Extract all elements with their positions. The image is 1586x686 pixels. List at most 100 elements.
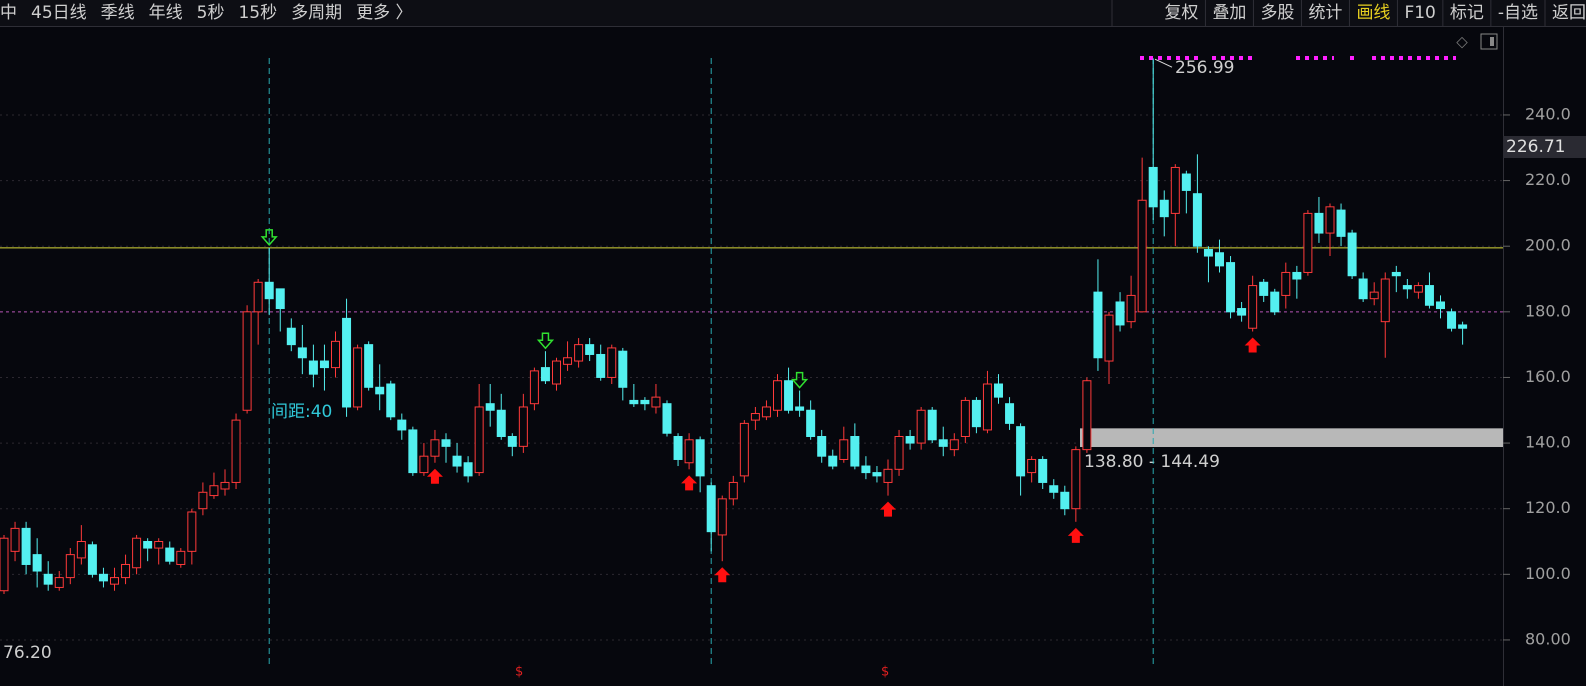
toolbar-button[interactable]: 标记: [1450, 3, 1484, 23]
candle-body: [717, 498, 727, 536]
candle-body: [1093, 291, 1103, 359]
candle-body: [971, 399, 981, 428]
toolbar-button[interactable]: F10: [1404, 3, 1435, 23]
high-marker: 256.99: [1175, 58, 1234, 78]
candle-body: [0, 537, 9, 592]
candle-body: [331, 340, 340, 369]
candle-body: [916, 409, 926, 444]
candle-body: [43, 573, 53, 585]
candle-body: [319, 360, 329, 369]
candle-body: [1038, 458, 1048, 483]
candle-body: [496, 409, 506, 438]
candle-body: [286, 327, 296, 346]
candle-body: [176, 550, 186, 565]
y-tick-label: 180.0: [1525, 301, 1571, 320]
candle-body: [1391, 271, 1401, 277]
toolbar-button[interactable]: 叠加: [1212, 3, 1246, 23]
candle-body: [121, 563, 131, 579]
candle-body: [253, 281, 263, 313]
candle-body: [883, 468, 893, 483]
toolbar-button[interactable]: 5秒: [197, 3, 225, 23]
candle-body: [364, 344, 374, 388]
toolbar-button[interactable]: 返回: [1552, 3, 1586, 23]
candle-body: [817, 436, 827, 457]
candle-body: [430, 439, 440, 457]
candle-body: [1314, 212, 1324, 234]
candle-body: [684, 439, 694, 464]
candle-body: [507, 436, 517, 447]
candle-body: [905, 436, 915, 444]
y-tick-label: 160.0: [1525, 367, 1571, 386]
candle-body: [552, 360, 561, 385]
candle-body: [640, 399, 650, 405]
candle-body: [1115, 301, 1125, 326]
candle-body: [132, 537, 142, 569]
icon-diamond[interactable]: ◇: [1456, 33, 1468, 51]
toolbar-button[interactable]: 季线: [101, 3, 135, 23]
candle-body: [1226, 262, 1236, 313]
candle-body: [1237, 308, 1247, 316]
candle-body: [1413, 285, 1423, 293]
toolbar-button[interactable]: -自选: [1498, 3, 1538, 23]
signal-dollar: $: [881, 665, 889, 680]
buy-signal: [1067, 527, 1084, 543]
candle-body: [1347, 232, 1357, 277]
candle-body: [960, 399, 970, 438]
toolbar-button[interactable]: 复权: [1164, 3, 1198, 23]
candle-body: [1380, 278, 1390, 323]
candle-body: [1336, 209, 1346, 237]
candle-body: [518, 406, 528, 447]
buy-signal: [714, 567, 731, 583]
candle-body: [21, 527, 31, 565]
candle-body: [850, 436, 860, 467]
buy-signal: [426, 468, 443, 484]
candle-body: [308, 360, 318, 375]
candle-body: [795, 406, 805, 411]
toolbar-button[interactable]: 多股: [1260, 3, 1294, 23]
toolbar-button[interactable]: 15秒: [238, 3, 277, 23]
candle-body: [110, 577, 119, 585]
candle-body: [1137, 199, 1147, 313]
candle-body: [629, 399, 639, 405]
candle-body: [198, 491, 208, 510]
toolbar-button[interactable]: 多周期: [291, 3, 342, 23]
candle-body: [1325, 206, 1335, 234]
toolbar-button[interactable]: 统计: [1308, 3, 1342, 23]
candle-body: [264, 281, 274, 300]
candle-body: [375, 386, 385, 395]
icon-panel-part: [1490, 37, 1494, 46]
toolbar-button[interactable]: 中: [0, 3, 17, 23]
high-pointer: [1154, 58, 1173, 68]
candle-body: [353, 347, 363, 408]
candle-body: [65, 554, 75, 579]
candle-body: [1159, 199, 1169, 218]
candle-body: [994, 383, 1003, 398]
sell-signal: [536, 332, 555, 350]
candle-body: [927, 409, 937, 441]
sell-signal: [790, 371, 809, 389]
candle-body: [607, 347, 617, 378]
price-band-label: 138.80 - 144.49: [1084, 452, 1220, 472]
price-band: [1080, 428, 1503, 448]
candle-body: [220, 481, 230, 490]
candle-body: [419, 455, 429, 474]
candle-body: [1016, 426, 1026, 477]
candle-body: [949, 439, 959, 451]
candle-body: [1458, 324, 1468, 329]
toolbar-button[interactable]: 年线: [149, 3, 183, 23]
toolbar-button[interactable]: 画线: [1356, 3, 1390, 23]
candle-body: [87, 544, 97, 575]
icon-panel[interactable]: [1480, 33, 1498, 50]
candle-body: [563, 357, 573, 365]
candle-body: [1082, 380, 1092, 451]
candle-body: [938, 439, 948, 447]
candle-body: [861, 465, 871, 474]
candle-body: [1424, 285, 1434, 306]
candle-body: [773, 380, 782, 411]
last-price-box: [1503, 136, 1586, 158]
toolbar-button[interactable]: 更多 〉: [356, 3, 412, 23]
toolbar-button[interactable]: 45日线: [31, 3, 87, 23]
candle-body: [728, 481, 738, 500]
candle-body: [1104, 314, 1114, 362]
